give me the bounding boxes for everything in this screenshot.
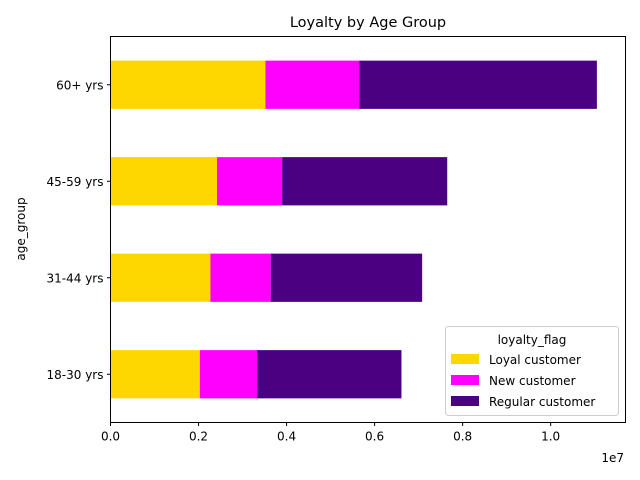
legend-title: loyalty_flag — [498, 333, 567, 347]
x-axis-offset-label: 1e7 — [601, 451, 624, 465]
bar-loyal-customer-45-59-yrs — [110, 157, 218, 206]
y-tick-label: 45-59 yrs — [47, 175, 104, 189]
bar-loyal-customer-60-yrs — [110, 60, 266, 109]
x-tick-label: 0.2 — [189, 430, 208, 444]
bar-regular-customer-60-yrs — [359, 60, 597, 109]
legend-items: Loyal customer New customer Regular custom… — [451, 353, 595, 409]
y-tick-label: 31-44 yrs — [47, 271, 104, 285]
legend-swatch-regular-customer — [451, 396, 479, 406]
legend-swatch-loyal-customer — [451, 354, 479, 364]
x-axis: 0.0 0.2 0.4 0.6 0.8 1.0 — [101, 422, 560, 444]
legend-label: Regular customer — [489, 395, 595, 409]
bars-layer — [110, 60, 597, 399]
plot-area-frame — [110, 36, 626, 423]
bar-loyal-customer-31-44-yrs — [110, 253, 211, 302]
bar-regular-customer-18-30-yrs — [257, 350, 402, 399]
bar-new-customer-18-30-yrs — [199, 350, 258, 399]
bar-loyal-customer-18-30-yrs — [110, 350, 200, 399]
x-tick-label: 1.0 — [541, 430, 560, 444]
bar-regular-customer-45-59-yrs — [282, 157, 448, 206]
x-tick-label: 0.4 — [277, 430, 296, 444]
legend-frame — [445, 326, 619, 416]
bar-regular-customer-31-44-yrs — [270, 253, 423, 302]
y-axis-label: age_group — [14, 197, 28, 260]
x-tick-label: 0.8 — [453, 430, 472, 444]
legend-swatch-new-customer — [451, 375, 479, 385]
chart-title: Loyalty by Age Group — [290, 15, 446, 31]
y-tick-label: 18-30 yrs — [47, 368, 104, 382]
legend: loyalty_flag Loyal customer New customer R… — [445, 326, 619, 416]
x-tick-label: 0.0 — [101, 430, 120, 444]
y-axis: 18-30 yrs 31-44 yrs 45-59 yrs 60+ yrs — [47, 78, 111, 382]
x-tick-label: 0.6 — [365, 430, 384, 444]
bar-new-customer-45-59-yrs — [217, 157, 283, 206]
y-tick-label: 60+ yrs — [56, 78, 103, 92]
bar-new-customer-31-44-yrs — [210, 253, 271, 302]
legend-label: Loyal customer — [489, 353, 581, 367]
bar-new-customer-60-yrs — [265, 60, 360, 109]
legend-label: New customer — [489, 374, 576, 388]
